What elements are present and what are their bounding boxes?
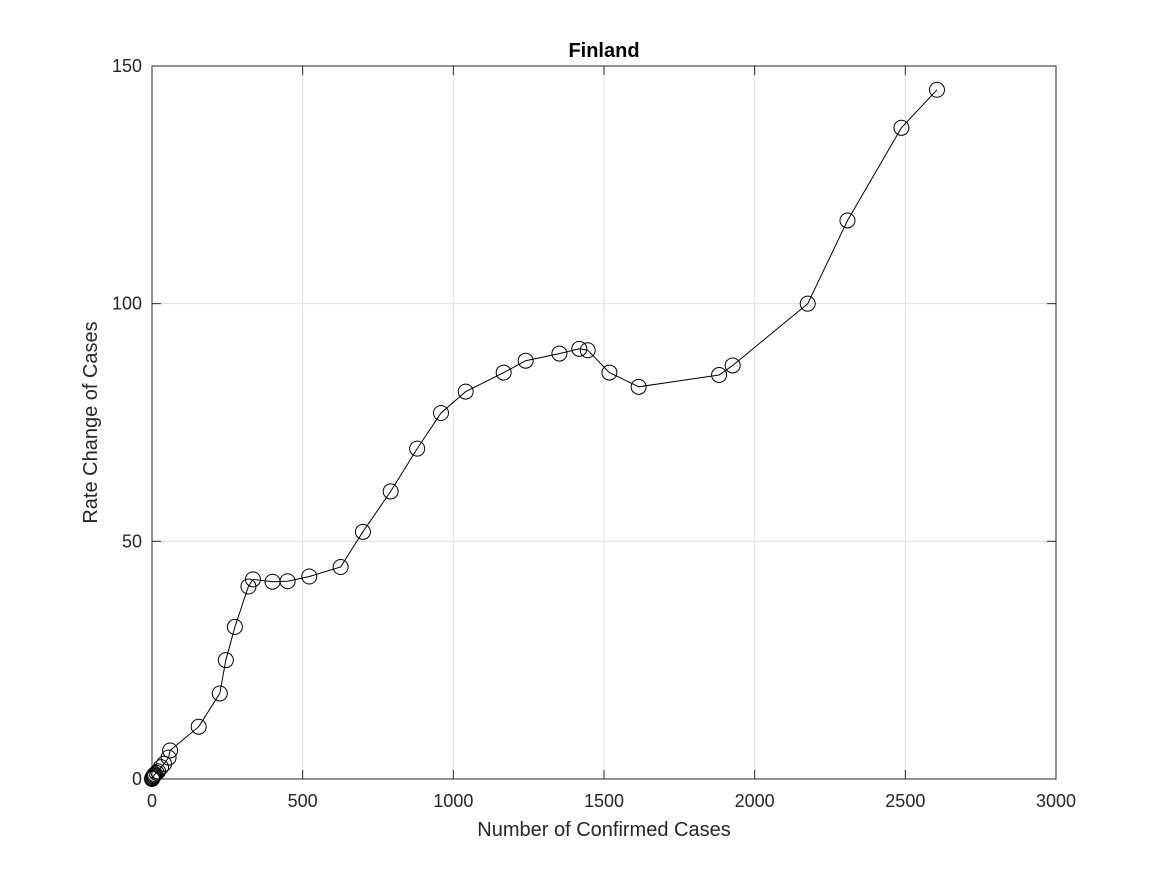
x-tick-label: 2000 [735, 791, 775, 811]
data-point [226, 618, 243, 635]
data-point [630, 378, 647, 395]
data-point [495, 364, 512, 381]
data-point [711, 366, 728, 383]
data-point [409, 440, 426, 457]
data-point [724, 357, 741, 374]
data-point [146, 767, 163, 784]
x-tick-label: 2500 [885, 791, 925, 811]
chart-title: Finland [568, 40, 639, 62]
data-point [211, 685, 228, 702]
data-point [571, 340, 588, 357]
x-tick-label: 500 [288, 791, 318, 811]
y-tick-label: 0 [132, 769, 142, 789]
data-point [279, 573, 296, 590]
data-point [517, 352, 534, 369]
data-point [928, 81, 945, 98]
x-tick-label: 1000 [433, 791, 473, 811]
y-tick-label: 100 [112, 294, 142, 314]
data-point [190, 718, 207, 735]
data-point [301, 568, 318, 585]
data-point [162, 742, 179, 759]
data-point [432, 404, 449, 421]
ticks: 0 500 1000 1500 2000 2500 3000 0 50 100 150 [112, 56, 1076, 811]
data-point [156, 755, 173, 772]
data-point [457, 383, 474, 400]
x-tick-label: 0 [147, 791, 157, 811]
data-point [382, 483, 399, 500]
data-point [839, 212, 856, 229]
y-axis-label: Rate Change of Cases [80, 321, 102, 523]
data-point [244, 571, 261, 588]
data-point [601, 364, 618, 381]
data-point [144, 770, 161, 787]
data-point [579, 342, 596, 359]
data-point [354, 523, 371, 540]
data-point [144, 769, 161, 786]
series-layer [144, 81, 945, 787]
y-tick-label: 50 [122, 531, 142, 551]
x-tick-label: 3000 [1036, 791, 1076, 811]
data-point [217, 652, 234, 669]
y-tick-label: 150 [112, 56, 142, 76]
data-point [893, 119, 910, 136]
data-point [551, 345, 568, 362]
x-tick-label: 1500 [584, 791, 624, 811]
data-point [160, 749, 177, 766]
x-axis-label: Number of Confirmed Cases [477, 819, 730, 841]
data-point [332, 559, 349, 576]
data-point [799, 295, 816, 312]
